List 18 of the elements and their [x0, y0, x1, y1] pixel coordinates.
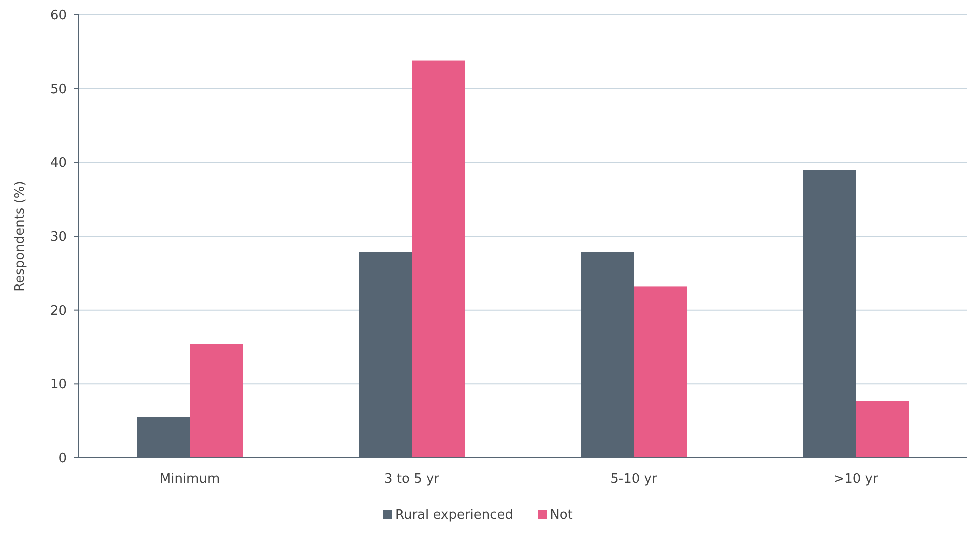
x-tick-label: 5-10 yr: [610, 472, 658, 487]
y-tick-label: 0: [58, 452, 67, 467]
bar: [634, 286, 687, 458]
bar: [412, 60, 465, 458]
y-tick-label: 40: [50, 156, 67, 172]
y-axis-title: Respondents (%): [13, 181, 28, 292]
bar: [190, 344, 243, 458]
legend-label: Rural experienced: [396, 508, 514, 523]
legend-label: Not: [550, 508, 573, 523]
y-tick-label: 10: [50, 378, 67, 393]
x-tick-label: >10 yr: [834, 472, 879, 487]
y-tick-label: 30: [50, 230, 67, 246]
y-tick-label: 60: [50, 8, 67, 24]
x-tick-label: Minimum: [160, 472, 220, 487]
y-tick-label: 20: [50, 304, 67, 319]
bar: [856, 401, 909, 458]
y-tick-label: 50: [50, 82, 67, 98]
x-tick-label: 3 to 5 yr: [384, 472, 440, 487]
